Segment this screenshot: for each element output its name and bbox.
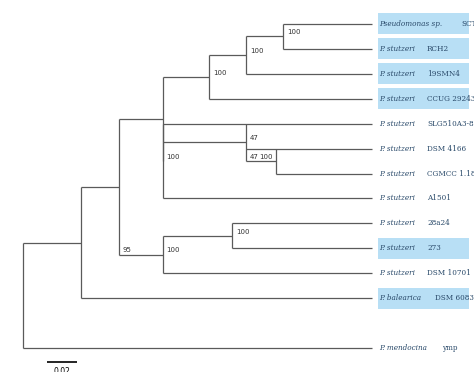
Text: CGMCC 1.1803: CGMCC 1.1803 [427,170,474,177]
Text: P. stutzeri: P. stutzeri [379,45,417,53]
Text: Pseudomonas sp.: Pseudomonas sp. [379,20,444,28]
Text: 0.02: 0.02 [53,366,70,372]
Text: 100: 100 [213,70,227,76]
FancyBboxPatch shape [378,63,469,84]
Text: 28a24: 28a24 [427,219,450,227]
Text: 273: 273 [427,244,441,253]
Text: A1501: A1501 [427,195,451,202]
Text: DSM 4166: DSM 4166 [427,145,466,153]
Text: 95: 95 [122,247,131,253]
Text: DSM 6083: DSM 6083 [435,294,474,302]
Text: 47: 47 [250,135,259,141]
Text: P. stutzeri: P. stutzeri [379,269,417,278]
Text: 100: 100 [236,229,250,235]
Text: DSM 10701: DSM 10701 [427,269,471,278]
Text: P. stutzeri: P. stutzeri [379,244,417,253]
Text: P. stutzeri: P. stutzeri [379,94,417,103]
Text: P. stutzeri: P. stutzeri [379,219,417,227]
Text: RCH2: RCH2 [427,45,449,53]
Text: P. stutzeri: P. stutzeri [379,145,417,153]
Text: 100: 100 [259,154,273,160]
Text: 100: 100 [250,48,264,54]
Text: SCT: SCT [461,20,474,28]
Text: P. balearica: P. balearica [379,294,423,302]
Text: P. stutzeri: P. stutzeri [379,195,417,202]
FancyBboxPatch shape [378,238,469,259]
Text: P. stutzeri: P. stutzeri [379,70,417,78]
Text: P. stutzeri: P. stutzeri [379,170,417,177]
Text: CCUG 29243: CCUG 29243 [427,94,474,103]
Text: 100: 100 [287,29,301,35]
FancyBboxPatch shape [378,13,469,34]
Text: 19SMN4: 19SMN4 [427,70,460,78]
Text: P. stutzeri: P. stutzeri [379,119,417,128]
Text: ymp: ymp [442,344,458,352]
FancyBboxPatch shape [378,88,469,109]
Text: P. mendocina: P. mendocina [379,344,429,352]
Text: 47: 47 [250,154,259,160]
Text: 100: 100 [166,154,180,160]
Text: SLG510A3-8: SLG510A3-8 [427,119,474,128]
FancyBboxPatch shape [378,38,469,59]
Text: 100: 100 [166,247,180,253]
FancyBboxPatch shape [378,288,469,309]
